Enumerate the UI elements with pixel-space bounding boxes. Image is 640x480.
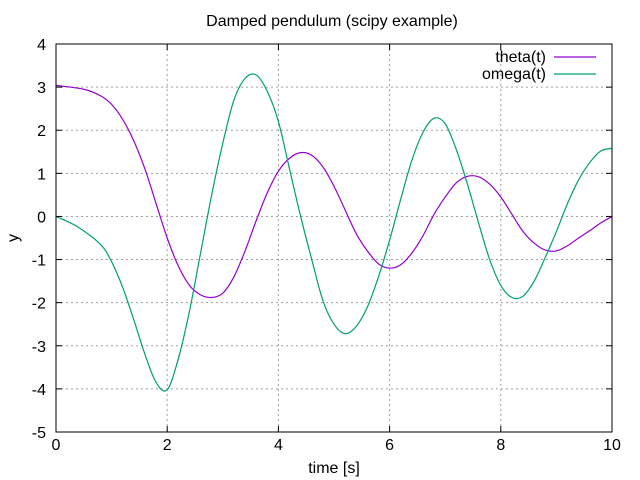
x-tick-label: 0 — [52, 437, 61, 454]
y-tick-label: -1 — [32, 253, 46, 270]
x-tick-label: 2 — [163, 437, 172, 454]
y-tick-label: 1 — [37, 166, 46, 183]
x-axis-label: time [s] — [308, 460, 360, 477]
y-axis-label: y — [5, 234, 22, 242]
series-line-omega — [55, 73, 613, 392]
y-tick-label: 4 — [37, 37, 46, 54]
y-tick-label: 2 — [37, 123, 46, 140]
legend-label-theta: theta(t) — [495, 49, 546, 66]
x-tick-label: 10 — [603, 437, 621, 454]
y-tick-label: -5 — [32, 425, 46, 442]
y-tick-label: -2 — [32, 296, 46, 313]
y-tick-label: 0 — [37, 209, 46, 226]
y-tick-label: -3 — [32, 339, 46, 356]
plot-frame — [55, 43, 613, 433]
y-tick-label: -4 — [32, 382, 46, 399]
x-tick-label: 4 — [274, 437, 283, 454]
legend-label-omega: omega(t) — [482, 66, 546, 83]
legend: theta(t)omega(t) — [482, 49, 596, 83]
y-tick-label: 3 — [37, 80, 46, 97]
x-tick-label: 8 — [496, 437, 505, 454]
axis-ticks: 0 2 4 6 8 10 -5 -4 -3 -2 -1 0 1 2 3 4 — [32, 37, 621, 454]
chart-title: Damped pendulum (scipy example) — [206, 13, 458, 30]
series-line-theta — [55, 84, 613, 299]
plot-area — [55, 73, 613, 392]
x-tick-label: 6 — [385, 437, 394, 454]
